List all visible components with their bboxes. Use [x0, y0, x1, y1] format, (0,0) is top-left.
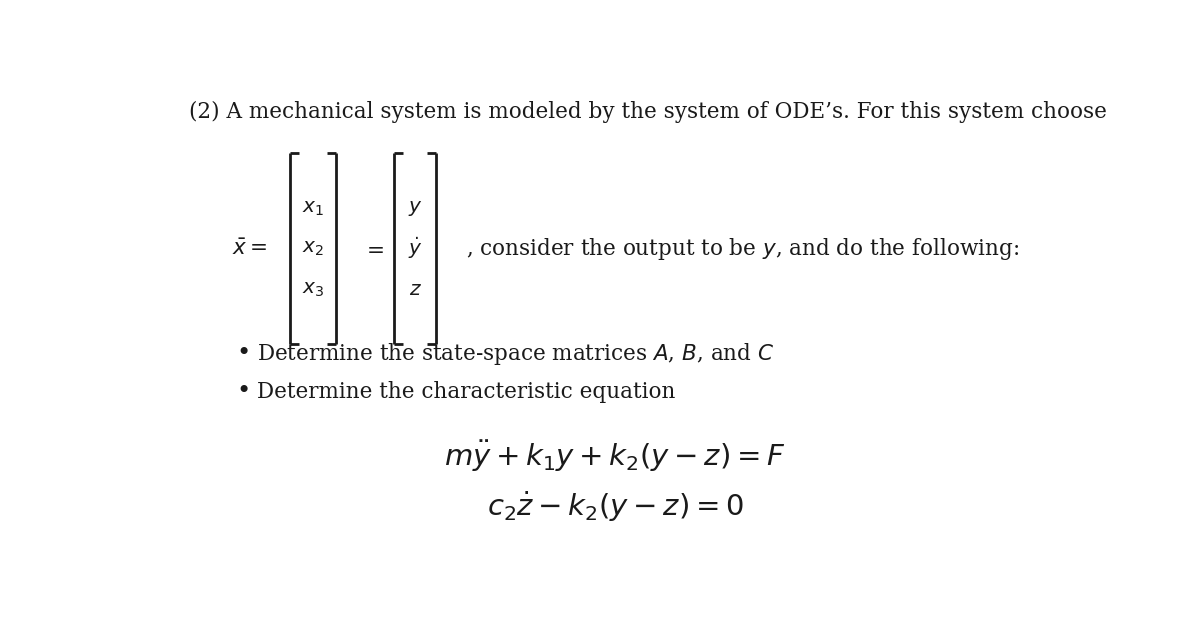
- Text: Determine the state-space matrices $A$, $B$, and $C$: Determine the state-space matrices $A$, …: [257, 340, 774, 366]
- Text: $y$: $y$: [408, 198, 422, 218]
- Text: Determine the characteristic equation: Determine the characteristic equation: [257, 381, 676, 403]
- Text: $x_1$: $x_1$: [301, 198, 324, 218]
- Text: , consider the output to be $y$, and do the following:: , consider the output to be $y$, and do …: [467, 236, 1019, 262]
- Text: $=$: $=$: [362, 237, 384, 260]
- Text: $x_3$: $x_3$: [301, 280, 324, 299]
- Text: $\dot{y}$: $\dot{y}$: [408, 236, 422, 262]
- Text: (2) A mechanical system is modeled by the system of ODE’s. For this system choos: (2) A mechanical system is modeled by th…: [190, 100, 1106, 123]
- Text: $z$: $z$: [408, 280, 421, 299]
- Text: $\bar{x}=$: $\bar{x}=$: [232, 237, 268, 260]
- Text: •: •: [236, 342, 250, 365]
- Text: $m\ddot{y}+k_1y+k_2\left(y-z\right)=F$: $m\ddot{y}+k_1y+k_2\left(y-z\right)=F$: [444, 438, 786, 474]
- Text: •: •: [236, 381, 250, 404]
- Text: $c_2\dot{z}-k_2\left(y-z\right)=0$: $c_2\dot{z}-k_2\left(y-z\right)=0$: [487, 489, 743, 524]
- Text: $x_2$: $x_2$: [301, 239, 324, 258]
